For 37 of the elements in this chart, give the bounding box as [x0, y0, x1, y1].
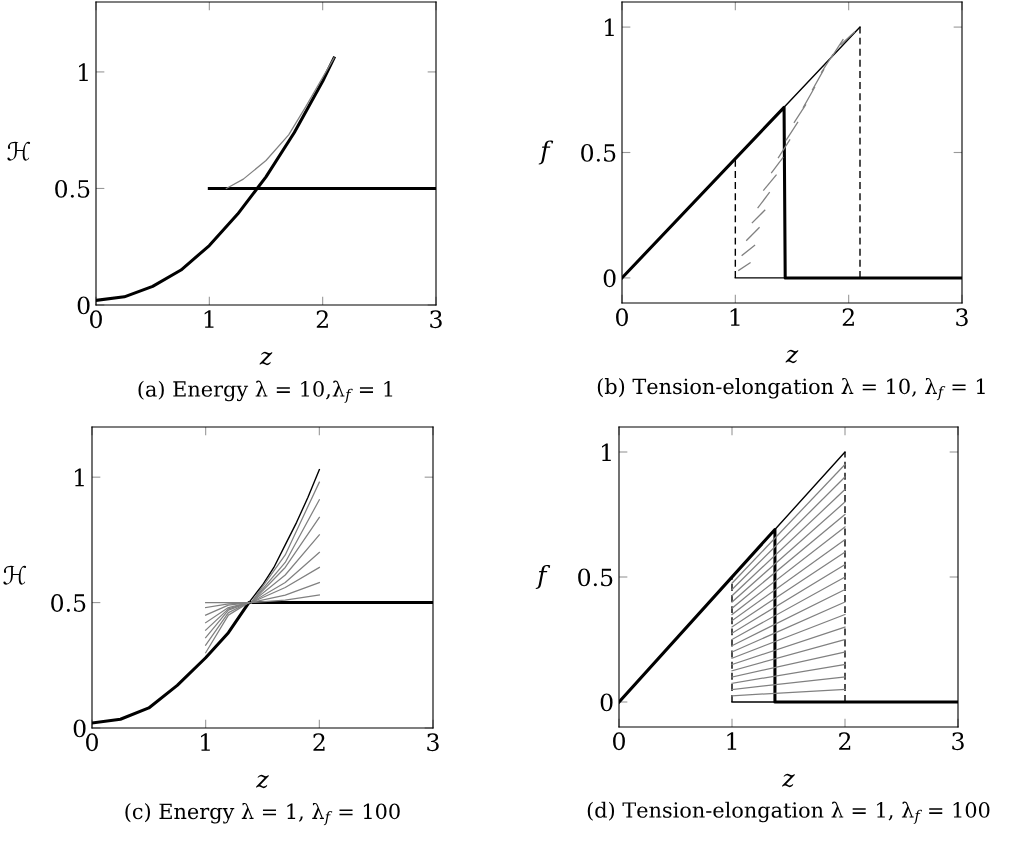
y-tick-label: 0 [603, 269, 616, 288]
y-tick-label: 0 [600, 693, 613, 712]
y-axis-title: ℋ [7, 141, 31, 161]
x-tick-label: 0 [90, 310, 102, 329]
x-tick-label: 0 [616, 308, 628, 327]
x-tick-label: 2 [316, 310, 328, 328]
x-tick-label: 3 [956, 308, 968, 327]
x-axis-title: z [259, 351, 273, 366]
x-axis-title: z [256, 774, 269, 789]
y-axis-title: f [538, 140, 554, 165]
x-tick-label: 1 [730, 308, 740, 326]
x-axis-title: z [782, 773, 795, 788]
y-tick-label: 1 [75, 468, 84, 487]
x-tick-label: 1 [727, 732, 737, 750]
x-axis-title: z [785, 349, 799, 364]
y-axis-title: f [535, 564, 551, 590]
x-tick-label: 2 [839, 732, 851, 750]
x-tick-label: 3 [952, 732, 964, 751]
y-tick-label: 0.5 [581, 143, 616, 162]
x-tick-label: 3 [427, 733, 439, 752]
text: (d) Tension-elongation λ = 1, λ$_{f}$ = 100 [587, 801, 990, 824]
x-tick-label: 3 [430, 310, 442, 329]
text: (c) Energy λ = 1, λ$_{f}$ = 100 [125, 802, 400, 826]
y-tick-label: 1 [605, 18, 614, 37]
text: (b) Tension-elongation λ = 10, λ$_{f}$ = 1 [597, 377, 985, 401]
x-tick-label: 2 [842, 308, 854, 326]
x-tick-label: 1 [201, 733, 210, 751]
y-tick-label: 0.5 [578, 568, 613, 587]
y-tick-label: 0.5 [51, 594, 86, 612]
x-tick-label: 1 [204, 310, 214, 328]
text: (a) Energy λ = 10,λ$_{f}$ = 1 [138, 380, 393, 403]
y-tick-label: 0.5 [55, 179, 90, 198]
x-tick-label: 2 [313, 733, 325, 751]
y-tick-label: 1 [79, 63, 88, 81]
y-axis-title: ℋ [3, 565, 27, 585]
y-tick-label: 1 [602, 443, 611, 461]
y-tick-label: 0 [73, 719, 86, 738]
